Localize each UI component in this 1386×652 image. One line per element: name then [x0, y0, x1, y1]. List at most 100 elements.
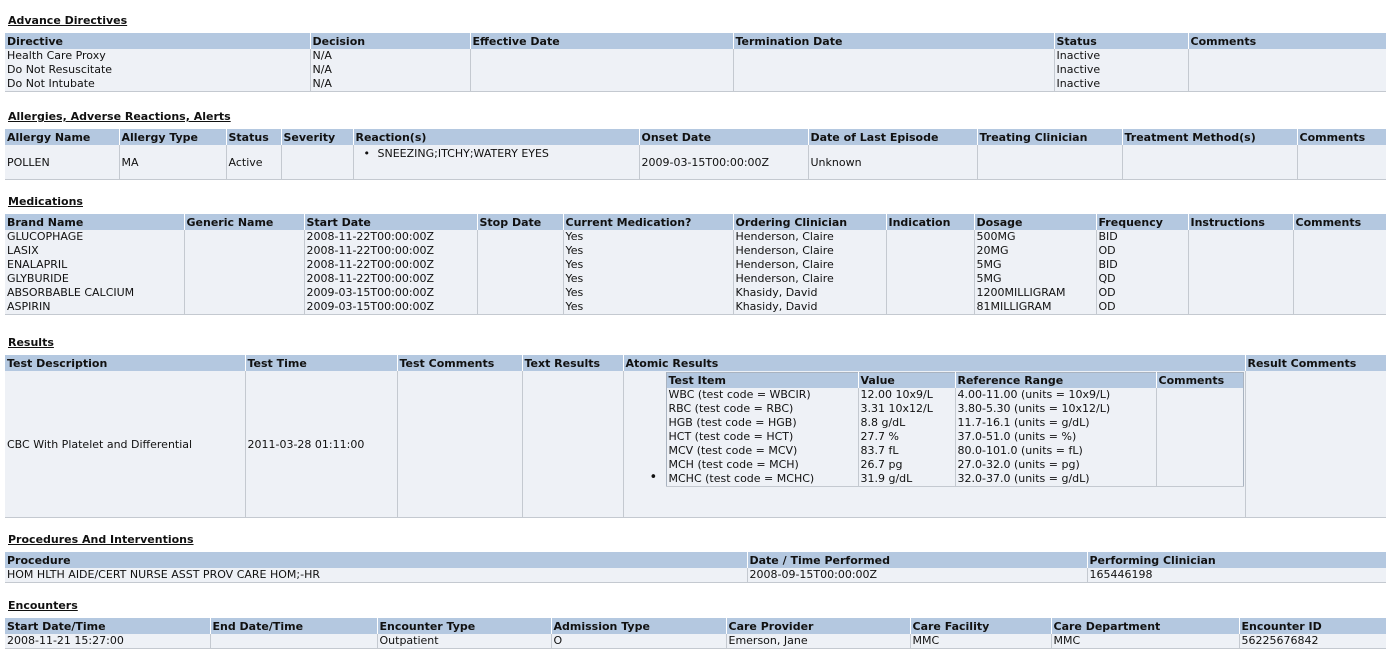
medication-header-current-medication: Current Medication?: [562, 214, 733, 230]
allergy-header-onset-date: Onset Date: [638, 129, 808, 145]
atomic-cell-test-item: RBC (test code = RBC): [668, 402, 794, 415]
medication-cell-stop-date: [476, 244, 563, 258]
medication-header-stop-date: Stop Date: [476, 214, 563, 230]
medication-cell-comments: [1292, 300, 1386, 315]
medication-header-generic-name: Generic Name: [183, 214, 304, 230]
medication-header-start-date: Start Date: [303, 214, 477, 230]
atomic-cell-comments: [1155, 416, 1243, 430]
procedure-header-date-time-performed: Date / Time Performed: [746, 552, 1087, 568]
result-comments: [1244, 371, 1386, 518]
atomic-cell-reference-range: 37.0-51.0 (units = %): [954, 430, 1156, 444]
medication-cell-generic-name: [183, 286, 304, 300]
medication-cell-start-date: 2008-11-22T00:00:00Z: [303, 258, 477, 272]
allergy-type: MA: [118, 145, 226, 180]
table-row: WBC (test code = WBCIR) 12.00 10x9/L 4.00-…: [666, 388, 1243, 402]
medication-cell-frequency: QD: [1095, 272, 1188, 286]
advance-directives-table: Directive Decision Effective Date Terminati…: [5, 33, 1386, 92]
advance-directives-title: Advance Directives: [8, 14, 128, 27]
atomic-header-test-item: Test Item: [666, 372, 858, 388]
medication-cell-current-medication: Yes: [562, 244, 733, 258]
medication-cell-dosage: 500MG: [973, 230, 1096, 244]
result-header-test-description: Test Description: [5, 355, 245, 371]
atomic-cell-test-item: HGB (test code = HGB): [668, 416, 797, 429]
medication-cell-generic-name: [183, 244, 304, 258]
result-header-test-comments: Test Comments: [396, 355, 522, 371]
directive-cell-directive: Do Not Resuscitate: [7, 63, 113, 76]
table-row: ABSORBABLE CALCIUM 2009-03-15T00:00:00Z Ye…: [5, 286, 1386, 300]
medication-cell-current-medication: Yes: [562, 230, 733, 244]
atomic-cell-comments: [1155, 402, 1243, 416]
allergy-header-allergy-type: Allergy Type: [118, 129, 226, 145]
text-results: [521, 371, 623, 518]
encounter-header-care-provider: Care Provider: [725, 618, 910, 634]
result-header-atomic-results: Atomic Results: [622, 355, 1245, 371]
allergies-title: Allergies, Adverse Reactions, Alerts: [8, 110, 231, 123]
procedure-cell-procedure: HOM HLTH AIDE/CERT NURSE ASST PROV CARE …: [7, 568, 321, 581]
atomic-cell-comments: [1155, 444, 1243, 458]
directive-cell-termination-date: [732, 49, 1054, 63]
encounter-cell-care-provider: Emerson, Jane: [725, 634, 910, 649]
atomic-header-reference-range: Reference Range: [954, 372, 1156, 388]
directive-header-directive: Directive: [5, 33, 310, 49]
atomic-results-table: Test Item Value Reference Range Comments WB…: [665, 372, 1244, 487]
allergy-comments: [1296, 145, 1386, 180]
directive-cell-decision: N/A: [309, 77, 470, 92]
atomic-cell-reference-range: 27.0-32.0 (units = pg): [954, 458, 1156, 472]
directive-cell-status: Inactive: [1053, 63, 1188, 77]
medication-cell-start-date: 2008-11-22T00:00:00Z: [303, 244, 477, 258]
medication-header-instructions: Instructions: [1187, 214, 1293, 230]
medication-cell-start-date: 2008-11-22T00:00:00Z: [303, 230, 477, 244]
medication-cell-dosage: 5MG: [973, 258, 1096, 272]
allergy-header-reaction-s: Reaction(s): [352, 129, 639, 145]
directive-cell-decision: N/A: [309, 63, 470, 77]
allergy-header-treating-clinician: Treating Clinician: [976, 129, 1122, 145]
medication-cell-dosage: 81MILLIGRAM: [973, 300, 1096, 315]
atomic-cell-value: 8.8 g/dL: [857, 416, 955, 430]
medication-cell-indication: [885, 272, 974, 286]
allergy-method: [1121, 145, 1297, 180]
atomic-cell-value: 26.7 pg: [857, 458, 955, 472]
reaction-item: SNEEZING;ITCHY;WATERY EYES: [378, 147, 637, 160]
allergy-header-comments: Comments: [1296, 129, 1386, 145]
medication-header-ordering-clinician: Ordering Clinician: [732, 214, 886, 230]
medication-cell-comments: [1292, 258, 1386, 272]
table-row: GLUCOPHAGE 2008-11-22T00:00:00Z Yes Henders…: [5, 230, 1386, 244]
medication-cell-frequency: BID: [1095, 258, 1188, 272]
directive-cell-effective-date: [469, 49, 733, 63]
table-row: LASIX 2008-11-22T00:00:00Z Yes Henderson, C…: [5, 244, 1386, 258]
atomic-cell-test-item: MCV (test code = MCV): [668, 444, 798, 457]
atomic-cell-value: 27.7 %: [857, 430, 955, 444]
medications-title: Medications: [8, 195, 83, 208]
procedure-cell-date-time-performed: 2008-09-15T00:00:00Z: [746, 568, 1087, 583]
directive-cell-status: Inactive: [1053, 49, 1188, 63]
table-row: Do Not Resuscitate N/A Inactive: [5, 63, 1386, 77]
table-row: RBC (test code = RBC) 3.31 10x12/L 3.80-5.…: [666, 402, 1243, 416]
medication-cell-current-medication: Yes: [562, 272, 733, 286]
atomic-cell-test-item: WBC (test code = WBCIR): [668, 388, 811, 401]
table-row: HCT (test code = HCT) 27.7 % 37.0-51.0 (un…: [666, 430, 1243, 444]
medication-cell-instructions: [1187, 300, 1293, 315]
medication-cell-dosage: 20MG: [973, 244, 1096, 258]
encounter-header-care-facility: Care Facility: [909, 618, 1051, 634]
medication-cell-current-medication: Yes: [562, 300, 733, 315]
medication-cell-indication: [885, 244, 974, 258]
medication-header-comments: Comments: [1292, 214, 1386, 230]
medication-cell-ordering-clinician: Henderson, Claire: [732, 272, 886, 286]
encounter-header-encounter-id: Encounter ID: [1238, 618, 1386, 634]
medication-cell-instructions: [1187, 244, 1293, 258]
table-row: Do Not Intubate N/A Inactive: [5, 77, 1386, 92]
medication-cell-comments: [1292, 286, 1386, 300]
atomic-cell-reference-range: 4.00-11.00 (units = 10x9/L): [954, 388, 1156, 402]
atomic-header-comments: Comments: [1155, 372, 1243, 388]
test-time: 2011-03-28 01:11:00: [244, 371, 397, 518]
medication-cell-generic-name: [183, 300, 304, 315]
result-header-result-comments: Result Comments: [1244, 355, 1386, 371]
table-row: ENALAPRIL 2008-11-22T00:00:00Z Yes Henderso…: [5, 258, 1386, 272]
directive-header-comments: Comments: [1187, 33, 1386, 49]
medication-cell-generic-name: [183, 230, 304, 244]
procedure-header-procedure: Procedure: [5, 552, 747, 568]
medication-cell-dosage: 5MG: [973, 272, 1096, 286]
medication-cell-instructions: [1187, 272, 1293, 286]
procedures-title: Procedures And Interventions: [8, 533, 194, 546]
medication-header-dosage: Dosage: [973, 214, 1096, 230]
